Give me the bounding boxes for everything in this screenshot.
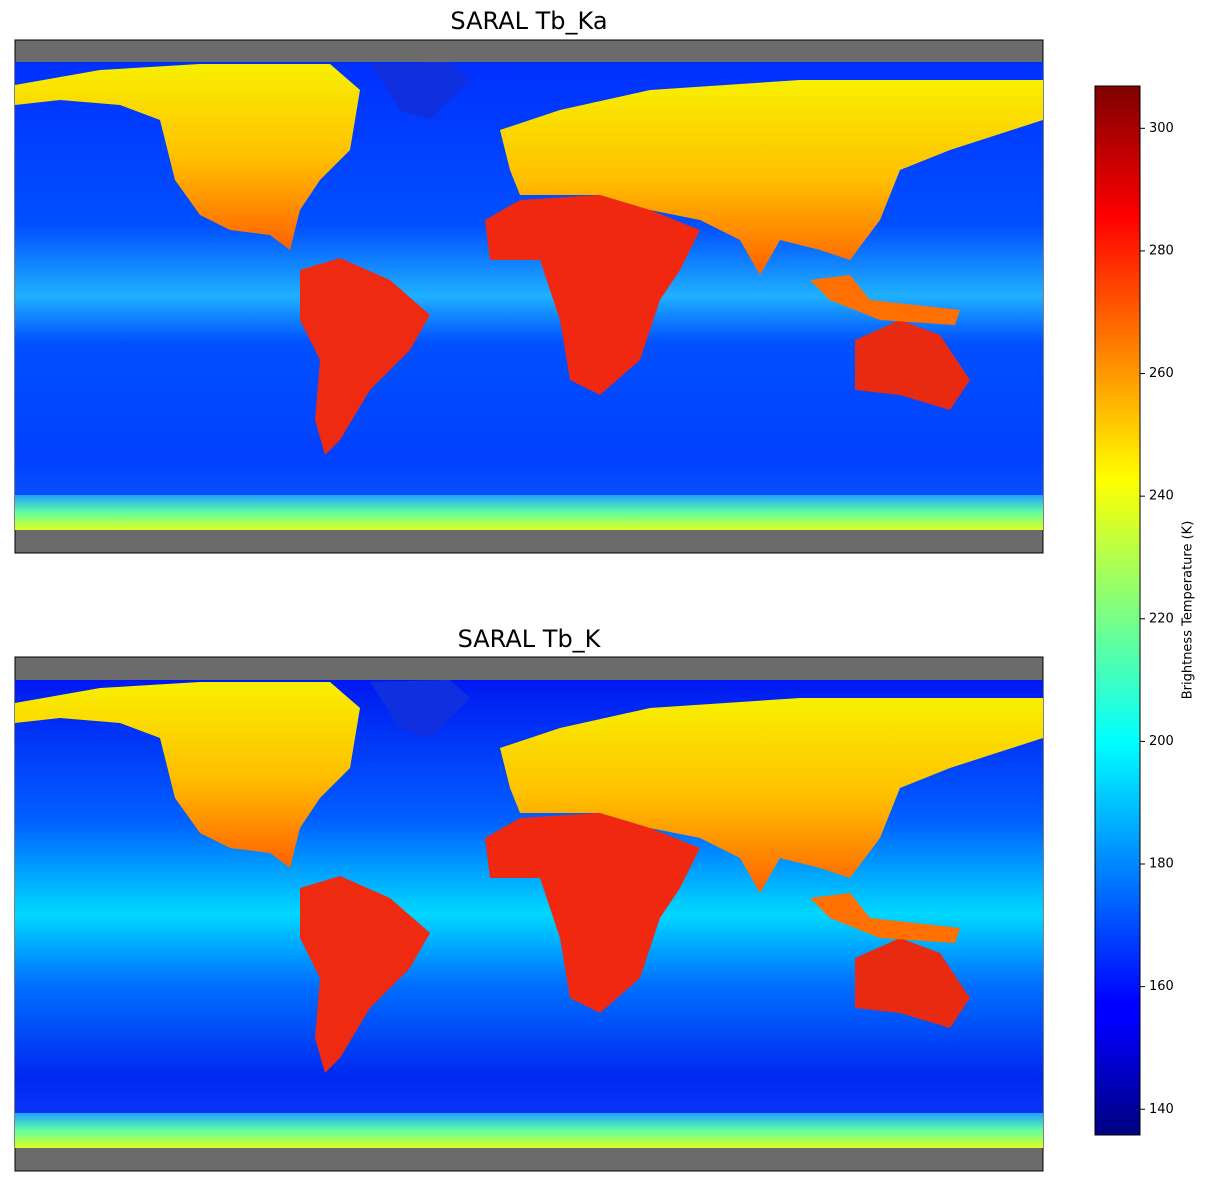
colorbar-tick-label: 220 [1149,611,1174,626]
colorbar-tick-label: 300 [1149,121,1174,136]
map-panel: SARAL Tb_K [14,625,1044,1172]
colorbar-tick-label: 180 [1149,857,1174,872]
panel-title: SARAL Tb_Ka [450,7,607,35]
colorbar-tick-label: 160 [1149,979,1174,994]
colorbar-tick-label: 240 [1149,489,1174,504]
colorbar-tick-label: 260 [1149,366,1174,381]
colorbar-tick-label: 140 [1149,1102,1174,1117]
map-panel: SARAL Tb_Ka [14,7,1044,554]
colorbar-tick-label: 280 [1149,243,1174,258]
colorbar-tick-label: 200 [1149,734,1174,749]
panel-title: SARAL Tb_K [458,625,602,653]
colorbar: Brightness Temperature (K) 140 160 180 200 2… [1094,85,1196,1136]
colorbar-label: Brightness Temperature (K) [1181,521,1196,700]
